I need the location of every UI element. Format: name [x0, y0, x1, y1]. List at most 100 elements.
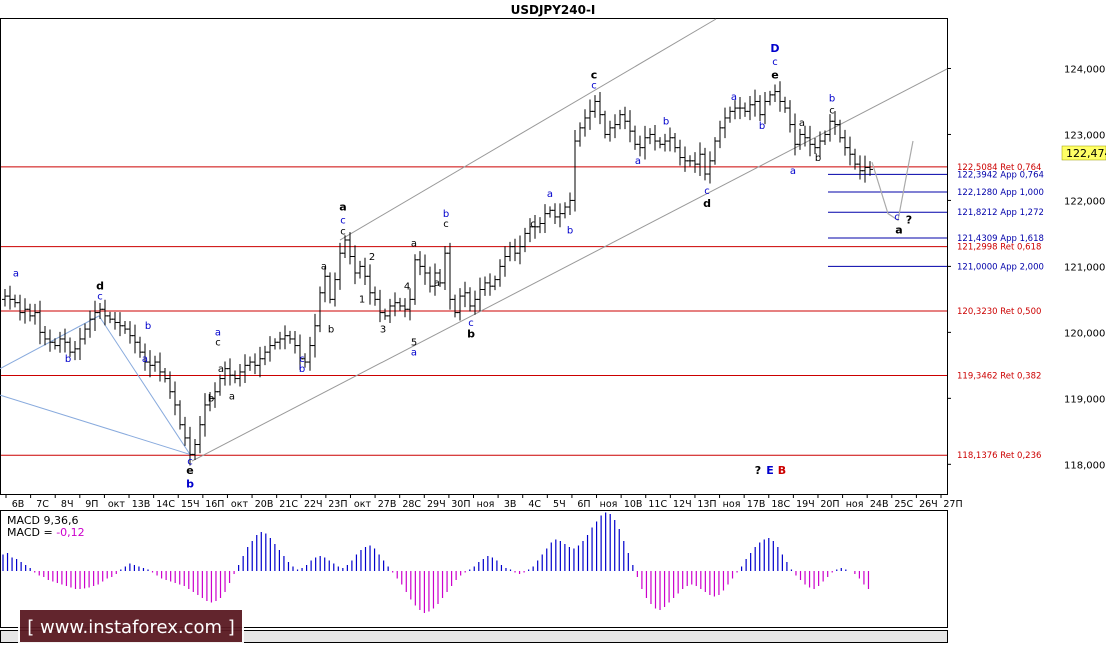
x-tick-label: 25С: [894, 499, 913, 510]
wave-label: 3: [380, 324, 386, 335]
wave-label: b: [829, 93, 835, 104]
wave-label: 4: [404, 281, 410, 292]
x-tick-label: 18С: [771, 499, 790, 510]
level-label: 121,4309 App 1,618: [957, 234, 1044, 244]
wave-label: c: [299, 354, 305, 365]
wave-label: c: [468, 318, 474, 329]
x-tick-label: 29Ч: [427, 499, 446, 510]
level-label: 121,2998 Ret 0,618: [957, 243, 1041, 253]
wave-label: b: [145, 321, 151, 332]
x-tick-label: 17В: [747, 499, 766, 510]
wave-label: c: [530, 219, 536, 230]
wave-label: a: [790, 166, 796, 177]
level-label: 121,0000 App 2,000: [957, 262, 1044, 272]
wave-label: a: [635, 156, 641, 167]
wave-label: c: [829, 105, 835, 116]
x-tick-label: 6В: [12, 499, 25, 510]
x-tick-label: окт: [108, 499, 126, 510]
wave-label: b: [328, 324, 334, 335]
wave-label: E: [766, 464, 774, 477]
wave-label: a: [547, 189, 553, 200]
wave-label: ?: [906, 214, 912, 227]
wave-label: b: [186, 477, 194, 490]
x-tick-label: 24В: [870, 499, 889, 510]
y-tick-label: 120,000: [1064, 328, 1105, 339]
level-label: 121,8212 App 1,272: [957, 208, 1044, 218]
y-tick-label: 119,000: [1064, 394, 1105, 405]
x-tick-label: 14С: [156, 499, 175, 510]
x-tick-label: 27П: [943, 499, 962, 510]
wave-label: c: [704, 186, 710, 197]
last-price-tag: [1061, 145, 1106, 161]
x-tick-label: 16П: [205, 499, 224, 510]
x-tick-label: 21С: [279, 499, 298, 510]
x-tick-label: 27В: [378, 499, 397, 510]
wave-label: b: [663, 117, 669, 128]
x-tick-label: 9П: [85, 499, 98, 510]
wave-label: c: [340, 227, 346, 238]
y-tick-label: 122,000: [1064, 196, 1105, 207]
wave-label: D: [770, 42, 779, 55]
x-tick-label: 19Ч: [796, 499, 815, 510]
wave-label: 5: [411, 338, 417, 349]
channel-line: [191, 68, 949, 462]
macd-value: -0,12: [56, 526, 84, 539]
wave-label: a: [321, 262, 327, 273]
wave-label: b: [65, 354, 71, 365]
wave-label: e: [186, 464, 193, 477]
wave-label: b: [815, 153, 821, 164]
x-tick-label: 4С: [528, 499, 541, 510]
wave-label: a: [411, 239, 417, 250]
x-tick-label: ноя: [600, 499, 618, 510]
wave-label: b: [567, 225, 573, 236]
wave-label: c: [443, 219, 449, 230]
x-tick-label: 20П: [820, 499, 839, 510]
wave-label: c: [97, 291, 103, 302]
x-tick-label: ноя: [723, 499, 741, 510]
wave-label: a: [142, 354, 148, 365]
x-tick-label: 13П: [697, 499, 716, 510]
x-tick-label: 11С: [648, 499, 667, 510]
x-tick-label: 20В: [255, 499, 274, 510]
price-pane: [0, 18, 948, 495]
wave-label: a: [13, 268, 19, 279]
x-tick-label: 5Ч: [553, 499, 566, 510]
wave-label: a: [799, 118, 805, 129]
wave-label: e: [771, 68, 778, 81]
macd-name: MACD: [7, 526, 40, 539]
y-tick-label: 121,000: [1064, 262, 1105, 273]
level-label: 119,3462 Ret 0,382: [957, 372, 1041, 382]
wave-label: a: [218, 364, 224, 375]
level-label: 120,3230 Ret 0,500: [957, 307, 1041, 317]
wave-label: a: [434, 278, 440, 289]
y-tick-label: 123,000: [1064, 130, 1105, 141]
x-tick-label: 23П: [328, 499, 347, 510]
x-tick-label: 22Ч: [304, 499, 323, 510]
wave-label: b: [443, 209, 449, 220]
wave-label: c: [894, 212, 900, 223]
x-tick-label: 28С: [402, 499, 421, 510]
aux-line: [98, 315, 191, 455]
wave-label: b: [208, 394, 214, 405]
macd-title: MACD 9,36,6: [7, 514, 78, 527]
x-tick-label: 6П: [577, 499, 590, 510]
wave-label: ?: [755, 464, 761, 477]
wave-label: 1: [359, 295, 365, 306]
wave-label: c: [591, 80, 597, 91]
level-label: 122,1280 App 1,000: [957, 188, 1044, 198]
x-tick-label: окт: [354, 499, 372, 510]
wave-label: d: [96, 279, 104, 292]
y-tick-label: 118,000: [1064, 460, 1105, 471]
wave-label: b: [467, 328, 475, 341]
wave-label: c: [215, 338, 221, 349]
wave-label: c: [772, 57, 778, 68]
wave-label: c: [591, 68, 598, 81]
macd-value-label: MACD = -0,12: [7, 526, 85, 539]
wave-label: b: [759, 121, 765, 132]
x-tick-label: 12Ч: [673, 499, 692, 510]
x-tick-label: 7С: [36, 499, 49, 510]
x-tick-label: ноя: [846, 499, 864, 510]
wave-label: b: [299, 364, 305, 375]
